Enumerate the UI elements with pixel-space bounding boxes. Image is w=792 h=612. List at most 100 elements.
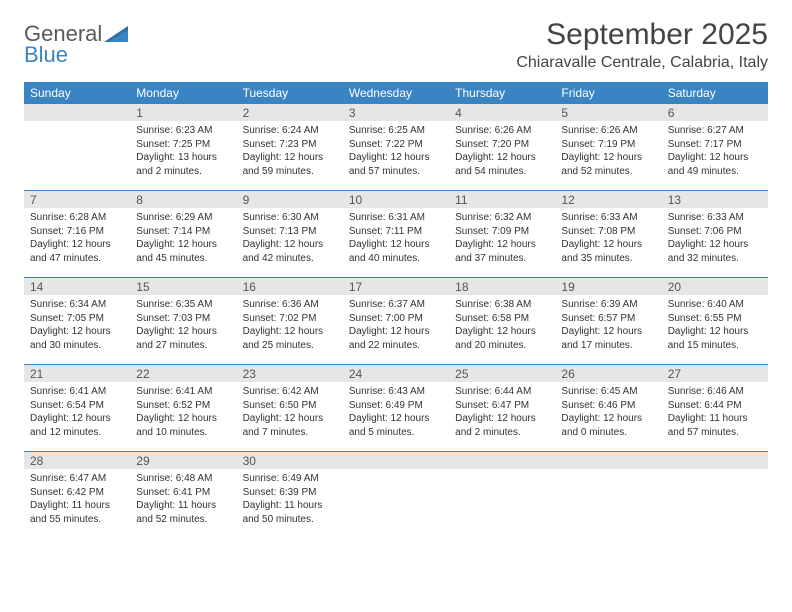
weekday-header: Tuesday — [237, 82, 343, 104]
calendar-day-cell: 4Sunrise: 6:26 AMSunset: 7:20 PMDaylight… — [449, 104, 555, 190]
calendar-day-cell: 22Sunrise: 6:41 AMSunset: 6:52 PMDayligh… — [130, 365, 236, 451]
day-content: Sunrise: 6:26 AMSunset: 7:19 PMDaylight:… — [555, 121, 661, 182]
day-content: Sunrise: 6:35 AMSunset: 7:03 PMDaylight:… — [130, 295, 236, 356]
day-content: Sunrise: 6:47 AMSunset: 6:42 PMDaylight:… — [24, 469, 130, 530]
day-content: Sunrise: 6:41 AMSunset: 6:52 PMDaylight:… — [130, 382, 236, 443]
weekday-header: Monday — [130, 82, 236, 104]
day-number: 6 — [662, 104, 768, 121]
day-number: 3 — [343, 104, 449, 121]
calendar-day-cell: 15Sunrise: 6:35 AMSunset: 7:03 PMDayligh… — [130, 278, 236, 364]
logo: General Blue — [24, 24, 132, 66]
day-number: 19 — [555, 278, 661, 295]
calendar-day-cell: 2Sunrise: 6:24 AMSunset: 7:23 PMDaylight… — [237, 104, 343, 190]
day-content: Sunrise: 6:34 AMSunset: 7:05 PMDaylight:… — [24, 295, 130, 356]
calendar-week-row: 1Sunrise: 6:23 AMSunset: 7:25 PMDaylight… — [24, 104, 768, 191]
calendar-day-cell: 3Sunrise: 6:25 AMSunset: 7:22 PMDaylight… — [343, 104, 449, 190]
day-number: 21 — [24, 365, 130, 382]
day-content: Sunrise: 6:24 AMSunset: 7:23 PMDaylight:… — [237, 121, 343, 182]
day-number: 5 — [555, 104, 661, 121]
weekday-header: Wednesday — [343, 82, 449, 104]
calendar-day-cell — [449, 452, 555, 538]
calendar-day-cell: 19Sunrise: 6:39 AMSunset: 6:57 PMDayligh… — [555, 278, 661, 364]
weekday-header: Sunday — [24, 82, 130, 104]
logo-text: General Blue — [24, 24, 102, 66]
day-number: 4 — [449, 104, 555, 121]
day-number: 20 — [662, 278, 768, 295]
day-content: Sunrise: 6:49 AMSunset: 6:39 PMDaylight:… — [237, 469, 343, 530]
title-block: September 2025 Chiaravalle Centrale, Cal… — [516, 18, 768, 72]
day-content: Sunrise: 6:26 AMSunset: 7:20 PMDaylight:… — [449, 121, 555, 182]
calendar-day-cell: 18Sunrise: 6:38 AMSunset: 6:58 PMDayligh… — [449, 278, 555, 364]
calendar-week-row: 14Sunrise: 6:34 AMSunset: 7:05 PMDayligh… — [24, 278, 768, 365]
day-number: 7 — [24, 191, 130, 208]
day-number: 26 — [555, 365, 661, 382]
calendar-week-row: 28Sunrise: 6:47 AMSunset: 6:42 PMDayligh… — [24, 452, 768, 538]
day-number: 8 — [130, 191, 236, 208]
calendar-day-cell — [662, 452, 768, 538]
logo-triangle-icon — [104, 24, 132, 44]
day-content: Sunrise: 6:36 AMSunset: 7:02 PMDaylight:… — [237, 295, 343, 356]
weekday-header: Friday — [555, 82, 661, 104]
calendar-day-cell: 29Sunrise: 6:48 AMSunset: 6:41 PMDayligh… — [130, 452, 236, 538]
day-number: 16 — [237, 278, 343, 295]
calendar-day-cell: 12Sunrise: 6:33 AMSunset: 7:08 PMDayligh… — [555, 191, 661, 277]
day-number: 25 — [449, 365, 555, 382]
day-number: 30 — [237, 452, 343, 469]
calendar-day-cell: 6Sunrise: 6:27 AMSunset: 7:17 PMDaylight… — [662, 104, 768, 190]
calendar-day-cell: 11Sunrise: 6:32 AMSunset: 7:09 PMDayligh… — [449, 191, 555, 277]
day-number: 22 — [130, 365, 236, 382]
day-content: Sunrise: 6:41 AMSunset: 6:54 PMDaylight:… — [24, 382, 130, 443]
day-number — [449, 452, 555, 469]
calendar-day-cell: 7Sunrise: 6:28 AMSunset: 7:16 PMDaylight… — [24, 191, 130, 277]
day-content: Sunrise: 6:33 AMSunset: 7:08 PMDaylight:… — [555, 208, 661, 269]
calendar-day-cell: 13Sunrise: 6:33 AMSunset: 7:06 PMDayligh… — [662, 191, 768, 277]
header: General Blue September 2025 Chiaravalle … — [24, 18, 768, 72]
day-number — [662, 452, 768, 469]
calendar-day-cell: 23Sunrise: 6:42 AMSunset: 6:50 PMDayligh… — [237, 365, 343, 451]
calendar-day-cell — [343, 452, 449, 538]
day-content: Sunrise: 6:30 AMSunset: 7:13 PMDaylight:… — [237, 208, 343, 269]
day-content: Sunrise: 6:27 AMSunset: 7:17 PMDaylight:… — [662, 121, 768, 182]
calendar-day-cell: 14Sunrise: 6:34 AMSunset: 7:05 PMDayligh… — [24, 278, 130, 364]
calendar-day-cell: 28Sunrise: 6:47 AMSunset: 6:42 PMDayligh… — [24, 452, 130, 538]
day-number: 28 — [24, 452, 130, 469]
weekday-header-row: SundayMondayTuesdayWednesdayThursdayFrid… — [24, 82, 768, 104]
weekday-header: Thursday — [449, 82, 555, 104]
day-number: 24 — [343, 365, 449, 382]
calendar-day-cell: 25Sunrise: 6:44 AMSunset: 6:47 PMDayligh… — [449, 365, 555, 451]
calendar: SundayMondayTuesdayWednesdayThursdayFrid… — [24, 82, 768, 538]
calendar-day-cell: 5Sunrise: 6:26 AMSunset: 7:19 PMDaylight… — [555, 104, 661, 190]
day-content: Sunrise: 6:28 AMSunset: 7:16 PMDaylight:… — [24, 208, 130, 269]
day-content: Sunrise: 6:25 AMSunset: 7:22 PMDaylight:… — [343, 121, 449, 182]
day-content: Sunrise: 6:29 AMSunset: 7:14 PMDaylight:… — [130, 208, 236, 269]
calendar-day-cell: 26Sunrise: 6:45 AMSunset: 6:46 PMDayligh… — [555, 365, 661, 451]
weekday-header: Saturday — [662, 82, 768, 104]
day-content: Sunrise: 6:48 AMSunset: 6:41 PMDaylight:… — [130, 469, 236, 530]
day-content: Sunrise: 6:31 AMSunset: 7:11 PMDaylight:… — [343, 208, 449, 269]
day-number: 11 — [449, 191, 555, 208]
day-number: 27 — [662, 365, 768, 382]
calendar-day-cell: 30Sunrise: 6:49 AMSunset: 6:39 PMDayligh… — [237, 452, 343, 538]
day-number: 1 — [130, 104, 236, 121]
day-content: Sunrise: 6:33 AMSunset: 7:06 PMDaylight:… — [662, 208, 768, 269]
calendar-day-cell — [24, 104, 130, 190]
day-content: Sunrise: 6:42 AMSunset: 6:50 PMDaylight:… — [237, 382, 343, 443]
day-number: 23 — [237, 365, 343, 382]
logo-word2: Blue — [24, 42, 68, 67]
calendar-day-cell: 17Sunrise: 6:37 AMSunset: 7:00 PMDayligh… — [343, 278, 449, 364]
day-content: Sunrise: 6:44 AMSunset: 6:47 PMDaylight:… — [449, 382, 555, 443]
day-number: 14 — [24, 278, 130, 295]
day-content: Sunrise: 6:32 AMSunset: 7:09 PMDaylight:… — [449, 208, 555, 269]
calendar-day-cell: 27Sunrise: 6:46 AMSunset: 6:44 PMDayligh… — [662, 365, 768, 451]
page: General Blue September 2025 Chiaravalle … — [0, 0, 792, 538]
day-number — [555, 452, 661, 469]
day-number: 17 — [343, 278, 449, 295]
calendar-week-row: 21Sunrise: 6:41 AMSunset: 6:54 PMDayligh… — [24, 365, 768, 452]
page-subtitle: Chiaravalle Centrale, Calabria, Italy — [516, 54, 768, 72]
calendar-day-cell: 10Sunrise: 6:31 AMSunset: 7:11 PMDayligh… — [343, 191, 449, 277]
day-number — [24, 104, 130, 121]
calendar-day-cell: 1Sunrise: 6:23 AMSunset: 7:25 PMDaylight… — [130, 104, 236, 190]
day-number: 13 — [662, 191, 768, 208]
day-content: Sunrise: 6:38 AMSunset: 6:58 PMDaylight:… — [449, 295, 555, 356]
day-number: 12 — [555, 191, 661, 208]
